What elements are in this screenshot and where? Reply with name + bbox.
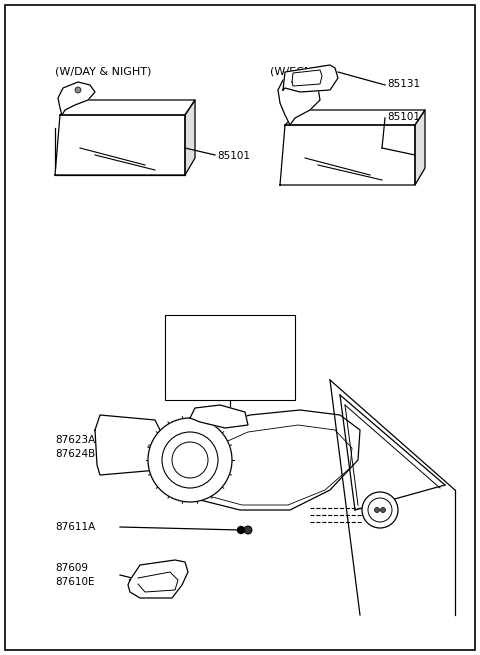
Polygon shape <box>55 115 185 175</box>
Text: 87609: 87609 <box>55 563 88 573</box>
Circle shape <box>75 87 81 93</box>
Text: 85131: 85131 <box>387 79 420 89</box>
Circle shape <box>374 508 380 512</box>
Bar <box>165 315 295 400</box>
Text: (W/ECM): (W/ECM) <box>270 67 318 77</box>
Polygon shape <box>60 100 195 115</box>
Circle shape <box>148 418 232 502</box>
Circle shape <box>238 527 244 534</box>
Text: 87610E: 87610E <box>55 577 95 587</box>
Text: 87622: 87622 <box>214 378 247 388</box>
Polygon shape <box>190 410 360 510</box>
Circle shape <box>368 498 392 522</box>
Polygon shape <box>278 75 320 125</box>
Text: 87611A: 87611A <box>55 522 95 532</box>
Text: 85101: 85101 <box>217 151 250 161</box>
Polygon shape <box>58 82 95 115</box>
Text: 85101: 85101 <box>387 112 420 122</box>
Polygon shape <box>95 415 160 475</box>
Circle shape <box>381 508 385 512</box>
Polygon shape <box>128 560 188 598</box>
Polygon shape <box>190 405 248 428</box>
Text: 87606A: 87606A <box>210 346 250 356</box>
Text: 87623A: 87623A <box>55 435 95 445</box>
Text: (W/DAY & NIGHT): (W/DAY & NIGHT) <box>55 67 151 77</box>
Polygon shape <box>415 110 425 185</box>
Text: 87605A: 87605A <box>210 332 250 342</box>
Circle shape <box>162 432 218 488</box>
Polygon shape <box>280 125 415 185</box>
Polygon shape <box>283 65 338 92</box>
Circle shape <box>172 442 208 478</box>
Circle shape <box>244 526 252 534</box>
Circle shape <box>362 492 398 528</box>
Text: 87624B: 87624B <box>55 449 95 459</box>
Text: 87612: 87612 <box>214 364 247 374</box>
Polygon shape <box>285 110 425 125</box>
Polygon shape <box>185 100 195 175</box>
